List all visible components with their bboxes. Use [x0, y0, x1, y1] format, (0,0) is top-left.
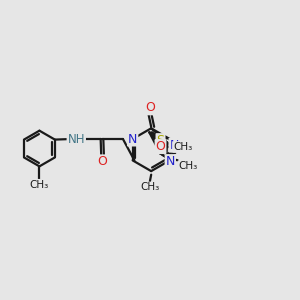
- Text: O: O: [145, 101, 154, 114]
- Text: S: S: [157, 134, 164, 147]
- Text: CH₃: CH₃: [140, 182, 159, 193]
- Text: N: N: [128, 133, 137, 146]
- Text: CH₃: CH₃: [178, 161, 198, 171]
- Text: N: N: [169, 139, 179, 152]
- Text: CH₃: CH₃: [173, 142, 192, 152]
- Text: O: O: [97, 155, 107, 168]
- Text: NH: NH: [68, 133, 85, 146]
- Text: CH₃: CH₃: [30, 180, 49, 190]
- Text: O: O: [156, 140, 166, 153]
- Text: N: N: [166, 155, 175, 168]
